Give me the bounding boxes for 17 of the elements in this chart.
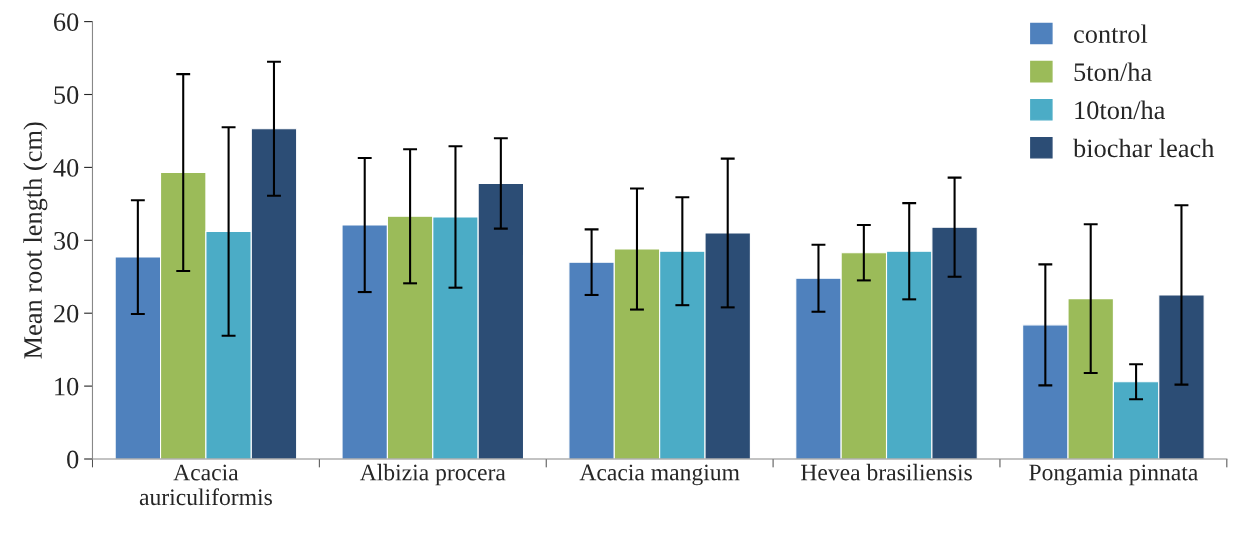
x-tick-label: Albizia procera xyxy=(359,463,506,486)
y-tick-label: 40 xyxy=(53,159,79,177)
x-tick-label: Hevea brasiliensis xyxy=(800,463,972,481)
legend-label: 5ton/ha xyxy=(1074,62,1152,82)
x-tick-label: Pongamia pinnata xyxy=(1029,464,1198,486)
y-tick-label: 20 xyxy=(54,304,79,323)
legend-label: 10ton/ha xyxy=(1075,100,1166,120)
legend-label: biochar leach xyxy=(1073,138,1215,158)
y-tick-label: 60 xyxy=(54,13,79,32)
y-tick-label: 0 xyxy=(67,450,79,469)
y-tick-label: 50 xyxy=(54,86,79,104)
y-tick-label: 10 xyxy=(55,377,79,396)
x-tick-label: Acacia mangium xyxy=(579,464,740,486)
x-tick-label: Acacia auriculiformis xyxy=(139,464,272,506)
y-axis-title: Mean root length (cm) xyxy=(23,122,48,359)
legend-label: control xyxy=(1074,24,1148,43)
y-tick-label: 30 xyxy=(54,231,79,250)
